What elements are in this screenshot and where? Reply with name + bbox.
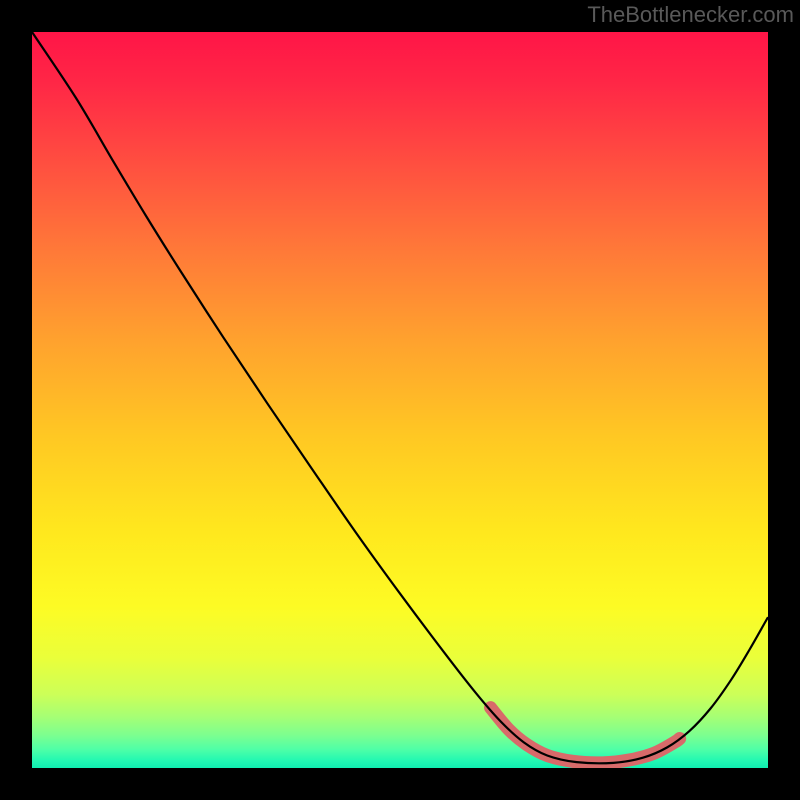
bottleneck-curve [32, 32, 768, 763]
curve-layer [32, 32, 768, 768]
chart-stage: TheBottlenecker.com [0, 0, 800, 800]
watermark-text: TheBottlenecker.com [587, 2, 794, 28]
plot-area [32, 32, 768, 768]
